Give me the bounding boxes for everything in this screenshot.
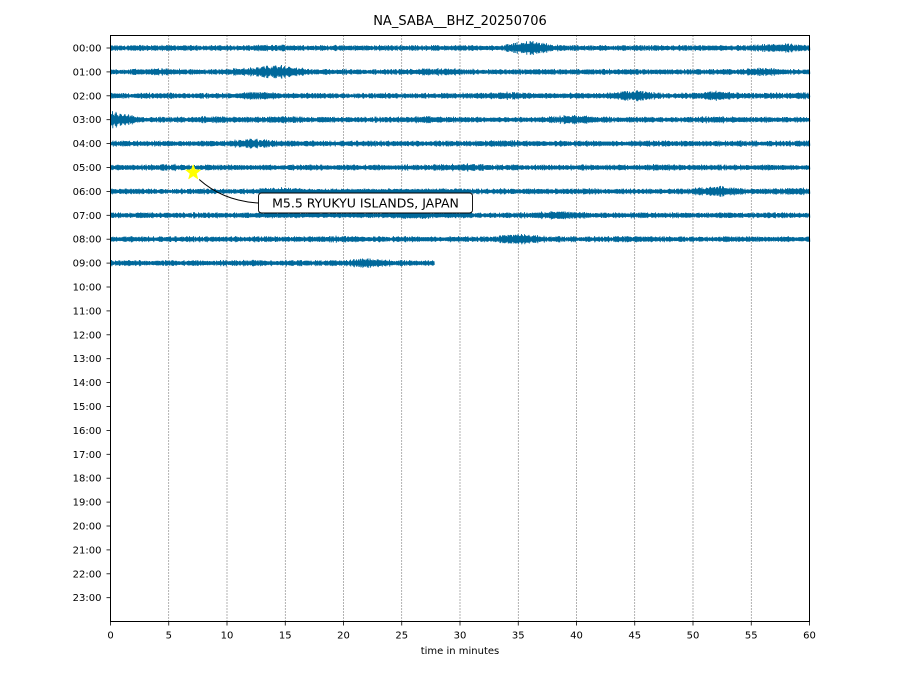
y-tick-label: 08:00 bbox=[73, 235, 102, 246]
event-annotations: M5.5 RYUKYU ISLANDS, JAPAN bbox=[184, 163, 473, 214]
y-tick-label: 03:00 bbox=[73, 115, 102, 126]
x-tick-label: 30 bbox=[454, 631, 467, 642]
trace-0300 bbox=[110, 111, 811, 129]
y-tick-label: 02:00 bbox=[73, 91, 102, 102]
y-tick-label: 01:00 bbox=[73, 67, 102, 78]
y-tick-label: 11:00 bbox=[73, 306, 102, 317]
y-tick-label: 00:00 bbox=[73, 44, 102, 55]
x-tick-label: 45 bbox=[628, 631, 641, 642]
x-axis: 0 5 10 15 20 25 30 35 40 45 50 55 60 bbox=[107, 621, 816, 642]
chart-title: NA_SABA__BHZ_20250706 bbox=[373, 14, 547, 29]
trace-0200 bbox=[110, 90, 811, 102]
trace-0000 bbox=[110, 40, 811, 56]
y-tick-label: 20:00 bbox=[73, 522, 102, 533]
x-tick-label: 50 bbox=[687, 631, 700, 642]
y-tick-label: 09:00 bbox=[73, 259, 102, 270]
y-tick-label: 18:00 bbox=[73, 474, 102, 485]
y-tick-label: 23:00 bbox=[73, 593, 102, 604]
trace-0400 bbox=[110, 138, 811, 149]
y-tick-label: 13:00 bbox=[73, 354, 102, 365]
y-tick-label: 19:00 bbox=[73, 498, 102, 509]
event-arrow bbox=[198, 179, 259, 204]
y-tick-label: 07:00 bbox=[73, 211, 102, 222]
x-axis-label: time in minutes bbox=[421, 646, 500, 657]
trace-0900 bbox=[110, 258, 435, 268]
y-axis-hour-labels: 00:00 01:00 02:00 03:00 04:00 05:00 06:00 07:00… bbox=[73, 44, 111, 604]
trace-0700 bbox=[110, 211, 811, 220]
y-tick-label: 21:00 bbox=[73, 545, 102, 556]
y-tick-label: 06:00 bbox=[73, 187, 102, 198]
x-tick-label: 20 bbox=[337, 631, 350, 642]
y-tick-label: 22:00 bbox=[73, 569, 102, 580]
y-tick-label: 17:00 bbox=[73, 450, 102, 461]
trace-0800 bbox=[110, 233, 811, 245]
x-tick-label: 35 bbox=[512, 631, 525, 642]
x-tick-label: 60 bbox=[803, 631, 816, 642]
x-tick-label: 40 bbox=[570, 631, 583, 642]
y-tick-label: 16:00 bbox=[73, 426, 102, 437]
x-tick-label: 15 bbox=[279, 631, 292, 642]
x-tick-label: 25 bbox=[395, 631, 408, 642]
trace-0600 bbox=[110, 185, 811, 197]
x-tick-label: 0 bbox=[107, 631, 113, 642]
y-tick-label: 14:00 bbox=[73, 378, 102, 389]
y-tick-label: 15:00 bbox=[73, 402, 102, 413]
y-tick-label: 12:00 bbox=[73, 330, 102, 341]
y-tick-label: 04:00 bbox=[73, 139, 102, 150]
event-label: M5.5 RYUKYU ISLANDS, JAPAN bbox=[272, 196, 459, 211]
event-star-marker bbox=[184, 163, 202, 180]
y-tick-label: 05:00 bbox=[73, 163, 102, 174]
x-tick-label: 10 bbox=[221, 631, 234, 642]
trace-layer bbox=[110, 40, 811, 268]
x-tick-label: 55 bbox=[745, 631, 758, 642]
trace-0500 bbox=[110, 163, 811, 172]
trace-0100 bbox=[110, 64, 811, 79]
x-tick-label: 5 bbox=[166, 631, 172, 642]
event-label-box bbox=[258, 192, 473, 214]
y-tick-label: 10:00 bbox=[73, 283, 102, 294]
